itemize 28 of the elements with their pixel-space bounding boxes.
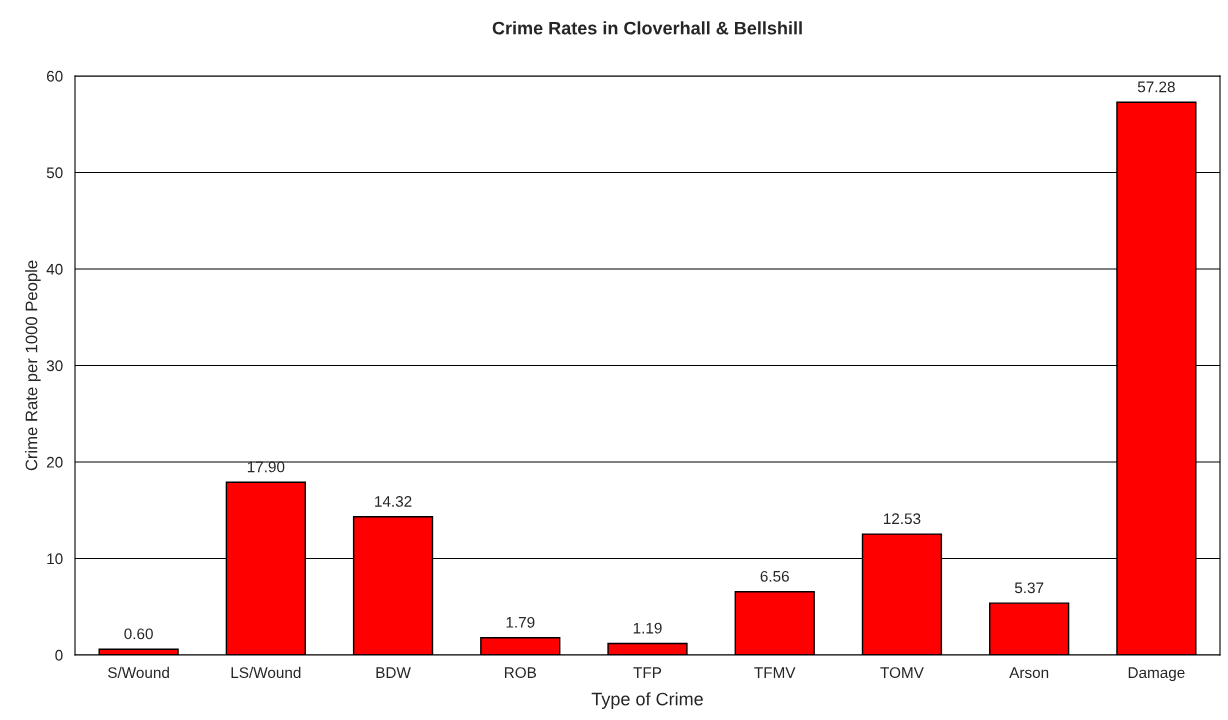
y-tick-label: 50 bbox=[46, 167, 63, 179]
y-tick-label: 0 bbox=[55, 649, 63, 661]
data-label: 6.56 bbox=[760, 570, 789, 582]
data-label: 0.60 bbox=[124, 628, 153, 640]
y-tick-label: 20 bbox=[46, 456, 63, 468]
y-tick-label: 40 bbox=[46, 263, 63, 275]
x-tick-label: Arson bbox=[1009, 667, 1049, 679]
data-label: 5.37 bbox=[1014, 582, 1044, 594]
data-label: 14.32 bbox=[375, 496, 412, 507]
data-label: 1.79 bbox=[506, 616, 535, 628]
chart-title: Crime Rates in Cloverhall & Bellshill bbox=[492, 21, 802, 35]
x-tick-label: Damage bbox=[1128, 667, 1185, 682]
data-label: 12.53 bbox=[884, 513, 921, 525]
x-tick-label: TFP bbox=[633, 667, 662, 678]
data-label: 57.28 bbox=[1137, 81, 1175, 93]
x-tick-label: BDW bbox=[376, 667, 411, 678]
x-tick-label: LS/Wound bbox=[231, 666, 301, 679]
x-axis-title: Type of Crime bbox=[591, 692, 703, 709]
y-tick-label: 30 bbox=[46, 360, 63, 372]
data-label: 17.90 bbox=[247, 461, 285, 473]
y-tick-label: 10 bbox=[47, 553, 63, 565]
x-tick-label: TFMV bbox=[754, 667, 796, 678]
x-tick-label: S/Wound bbox=[108, 666, 169, 679]
y-tick-label: 60 bbox=[46, 70, 63, 82]
x-tick-label: TOMV bbox=[880, 667, 924, 679]
x-tick-label: ROB bbox=[504, 667, 537, 679]
y-axis-title: Crime Rate per 1000 People bbox=[25, 260, 41, 471]
data-label: 1.19 bbox=[633, 622, 662, 634]
